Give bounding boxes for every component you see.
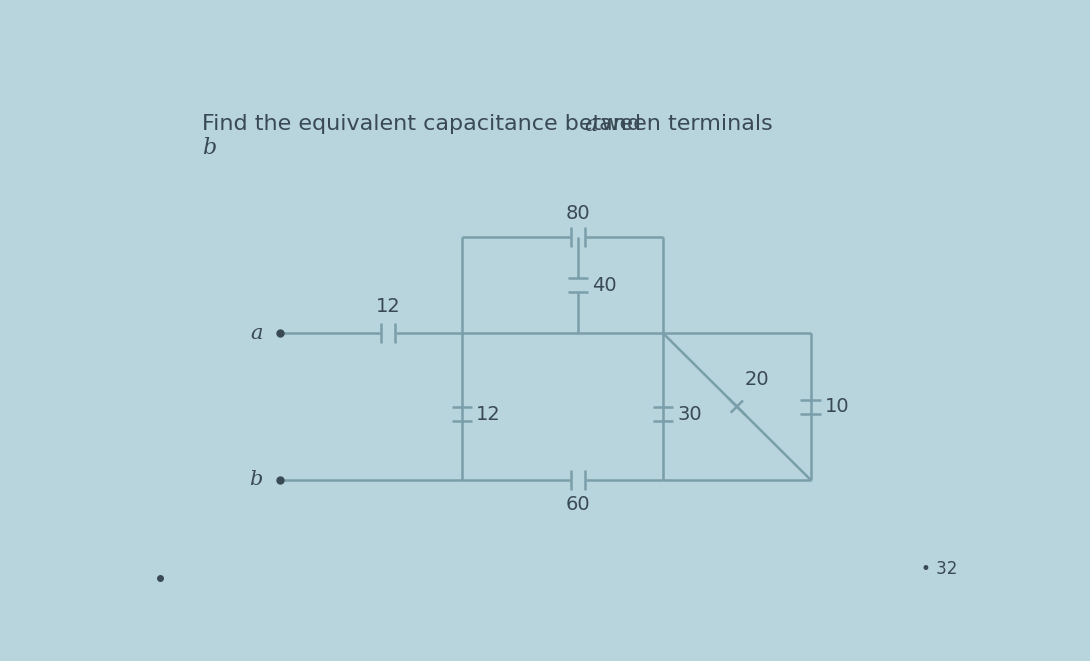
Text: Find the equivalent capacitance between terminals: Find the equivalent capacitance between …: [202, 114, 780, 134]
Text: a: a: [250, 324, 263, 343]
Text: • 32: • 32: [921, 561, 958, 578]
Text: 40: 40: [592, 276, 617, 295]
Text: 12: 12: [376, 297, 400, 317]
Text: 80: 80: [566, 204, 591, 223]
Text: 60: 60: [566, 495, 591, 514]
Text: 20: 20: [744, 370, 770, 389]
Text: 30: 30: [677, 405, 702, 424]
Text: and: and: [592, 114, 641, 134]
Text: a: a: [584, 114, 597, 136]
Text: 12: 12: [475, 405, 500, 424]
Text: b: b: [202, 137, 217, 159]
Text: b: b: [250, 470, 263, 489]
Text: 10: 10: [824, 397, 849, 416]
